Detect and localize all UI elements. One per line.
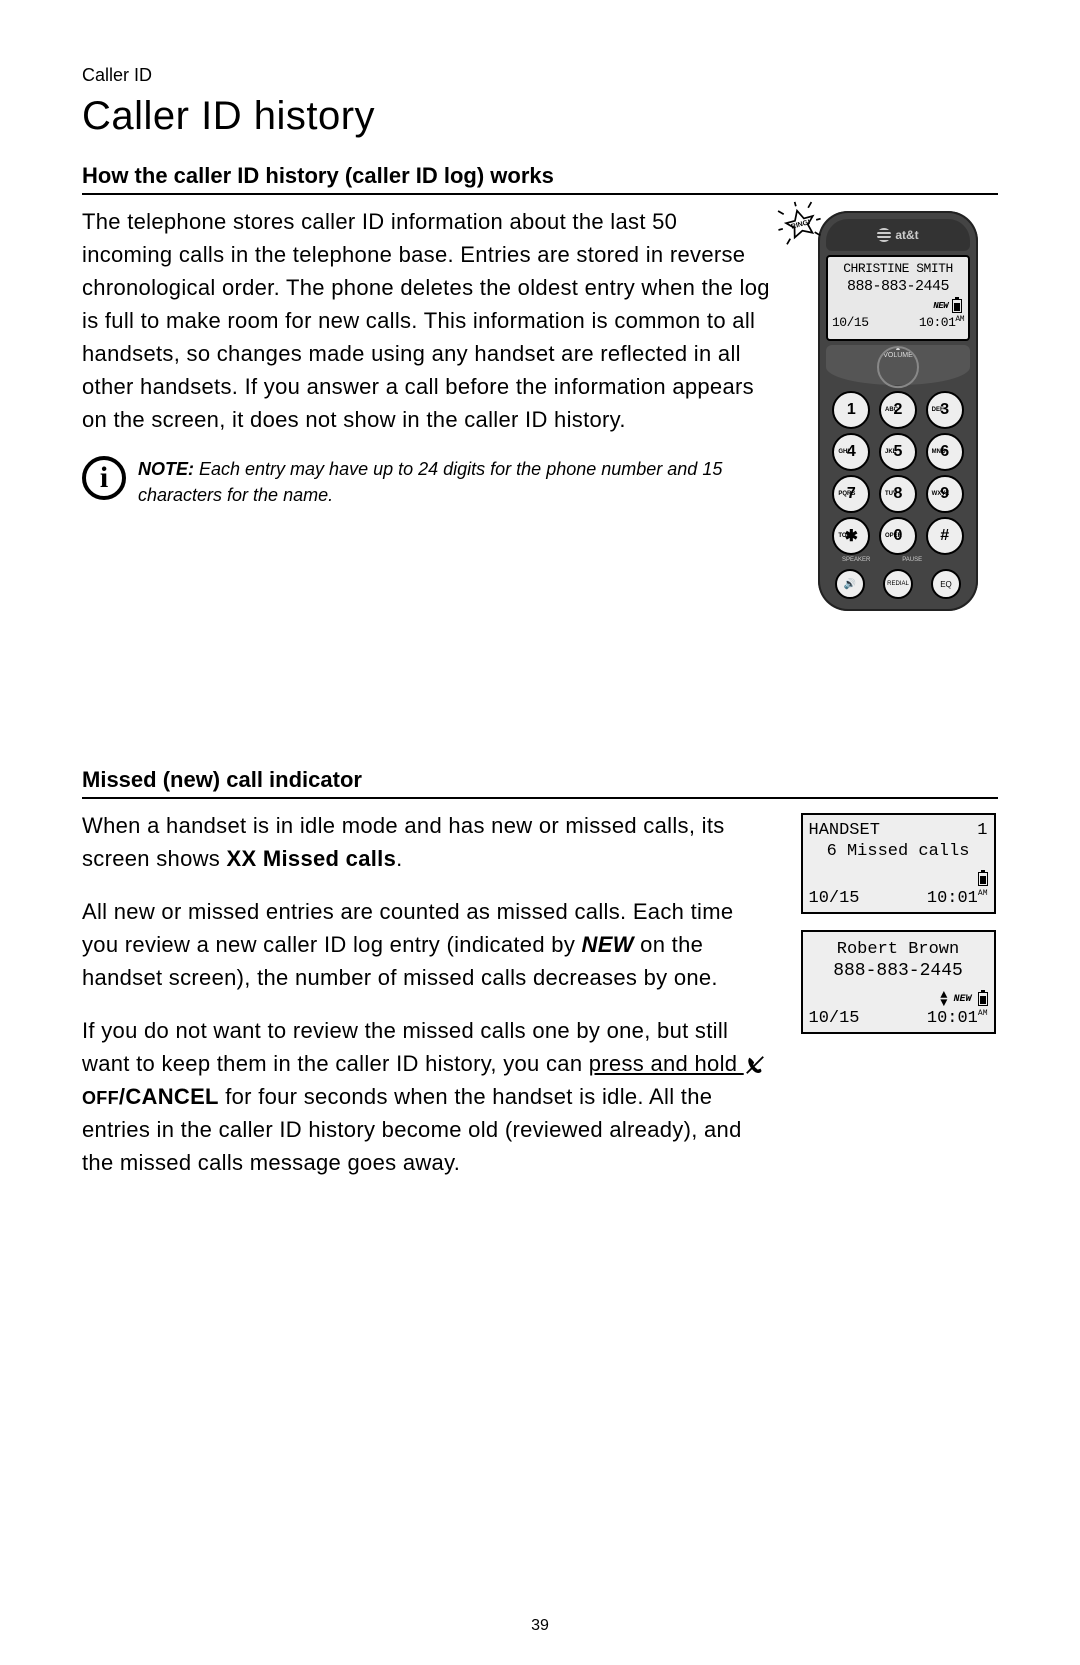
key-9: WXYZ9 [926, 475, 964, 513]
key-star: TONE✱ [832, 517, 870, 555]
ring-burst-icon: RING! [772, 196, 829, 255]
lcd2-time: 10:01 [927, 1009, 978, 1028]
speaker-key: 🔊 [835, 569, 865, 599]
phone-bottom-keys: 🔊 REDIAL EQ [826, 569, 970, 599]
page-title: Caller ID history [82, 94, 998, 139]
phone-screen: CHRISTINE SMITH 888-883-2445 NEW 10/15 1… [826, 255, 970, 341]
key-4: GHI4 [832, 433, 870, 471]
key-6: MNO6 [926, 433, 964, 471]
att-globe-icon [877, 228, 891, 242]
key-1: 1 [832, 391, 870, 429]
phone-illustration-col: RING! at&t CHRISTINE SMITH 888-883-2445 … [798, 205, 998, 611]
screen-new-label: NEW [933, 301, 948, 311]
screen-ampm: AM [955, 315, 964, 324]
section2-p3: If you do not want to review the missed … [82, 1014, 770, 1179]
keypad: 1 ABC2 DEF3 GHI4 JKL5 MNO6 PQRS7 TUV8 WX… [826, 391, 970, 555]
eq-key: EQ [931, 569, 961, 599]
section1-heading: How the caller ID history (caller ID log… [82, 163, 998, 195]
note-body: Each entry may have up to 24 digits for … [138, 459, 722, 505]
key-7: PQRS7 [832, 475, 870, 513]
att-text: at&t [895, 228, 918, 242]
lcd-caller-entry: Robert Brown 888-883-2445 ▲▼ NEW 10/15 10… [801, 930, 996, 1034]
key-5: JKL5 [879, 433, 917, 471]
key-8: TUV8 [879, 475, 917, 513]
section2-p2: All new or missed entries are counted as… [82, 895, 770, 994]
lcd1-handset-label: HANDSET [809, 821, 880, 840]
screen-time: 10:01 [919, 315, 956, 330]
key-0: OPER0 [879, 517, 917, 555]
screen-date: 10/15 [832, 315, 869, 330]
section1-body: The telephone stores caller ID informati… [82, 205, 770, 436]
lcd1-date: 10/15 [809, 889, 860, 908]
handset-off-icon [744, 1054, 766, 1076]
lcd2-new-label: NEW [953, 994, 971, 1005]
section1-content: The telephone stores caller ID informati… [82, 205, 998, 611]
lcd2-name: Robert Brown [809, 940, 988, 959]
section2-content: When a handset is in idle mode and has n… [82, 809, 998, 1199]
screen-caller-name: CHRISTINE SMITH [832, 261, 964, 276]
breadcrumb: Caller ID [82, 65, 998, 86]
page-number: 39 [0, 1617, 1080, 1635]
lcd2-number: 888-883-2445 [809, 961, 988, 981]
redial-key: REDIAL [883, 569, 913, 599]
note-row: i NOTE: Each entry may have up to 24 dig… [82, 456, 770, 508]
phone-handset: RING! at&t CHRISTINE SMITH 888-883-2445 … [818, 211, 978, 611]
lcd1-time: 10:01 [927, 889, 978, 908]
bottom-key-labels: SPEAKERPAUSE [826, 557, 970, 563]
battery-icon [952, 299, 962, 313]
lcd-missed-calls: HANDSET 1 6 Missed calls 10/15 10:01AM [801, 813, 996, 914]
lcd1-missed-text: 6 Missed calls [809, 842, 988, 861]
battery-icon [978, 872, 988, 886]
att-logo: at&t [877, 228, 918, 242]
updown-arrows-icon: ▲▼ [940, 991, 947, 1007]
key-2: ABC2 [879, 391, 917, 429]
lcd1-handset-num: 1 [977, 821, 987, 840]
note-text: NOTE: Each entry may have up to 24 digit… [138, 456, 770, 508]
lcd1-ampm: AM [978, 889, 988, 898]
lcd2-ampm: AM [978, 1009, 988, 1018]
note-label: NOTE: [138, 459, 194, 479]
phone-earpiece: at&t [826, 219, 970, 251]
screen-status-row: NEW [832, 299, 964, 313]
lcd-screens-col: HANDSET1 6 Missed calls 10/1510:01AM Rob… [798, 809, 998, 1034]
screen-datetime: 10/15 10:01AM [832, 315, 964, 330]
screen-caller-number: 888-883-2445 [832, 278, 964, 295]
lcd2-date: 10/15 [809, 1009, 860, 1028]
section2-heading: Missed (new) call indicator [82, 767, 998, 799]
info-icon: i [82, 456, 126, 500]
battery-icon [978, 992, 988, 1006]
key-hash: # [926, 517, 964, 555]
nav-pad: ▲VOLUME [826, 345, 970, 385]
key-3: DEF3 [926, 391, 964, 429]
section2-p1: When a handset is in idle mode and has n… [82, 809, 770, 875]
